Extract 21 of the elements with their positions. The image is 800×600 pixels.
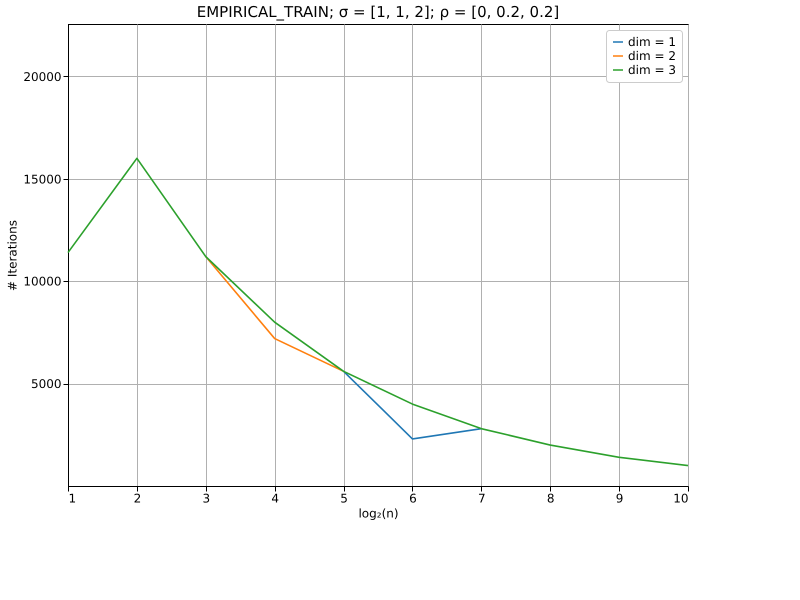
y-tick-label: 5000	[30, 377, 62, 392]
legend-label: dim = 2	[628, 49, 676, 63]
y-axis-title: # Iterations	[5, 220, 20, 292]
x-tick-label: 4	[271, 492, 279, 506]
y-tick-label: 20000	[23, 70, 62, 84]
x-tick-label: 8	[546, 492, 555, 506]
x-tick-label: 2	[134, 492, 142, 506]
y-tick-label: 15000	[23, 172, 62, 186]
x-axis-title: log₂(n)	[358, 506, 399, 520]
chart-title: EMPIRICAL_TRAIN; σ = [1, 1, 2]; ρ = [0, 0.2, 0.2]	[196, 3, 560, 21]
x-tick-label: 9	[616, 492, 624, 506]
x-tick-label: 6	[409, 492, 417, 506]
x-tick-label: 10	[673, 492, 688, 506]
legend-label: dim = 3	[628, 63, 676, 77]
y-tick-label: 10000	[23, 274, 62, 289]
line-series	[67, 158, 689, 466]
legend-label: dim = 1	[628, 35, 676, 49]
x-tick-label: 7	[478, 492, 486, 506]
x-tick-label: 3	[202, 492, 210, 506]
x-tick-label: 1	[68, 492, 76, 506]
x-tick-label: 5	[340, 492, 348, 506]
